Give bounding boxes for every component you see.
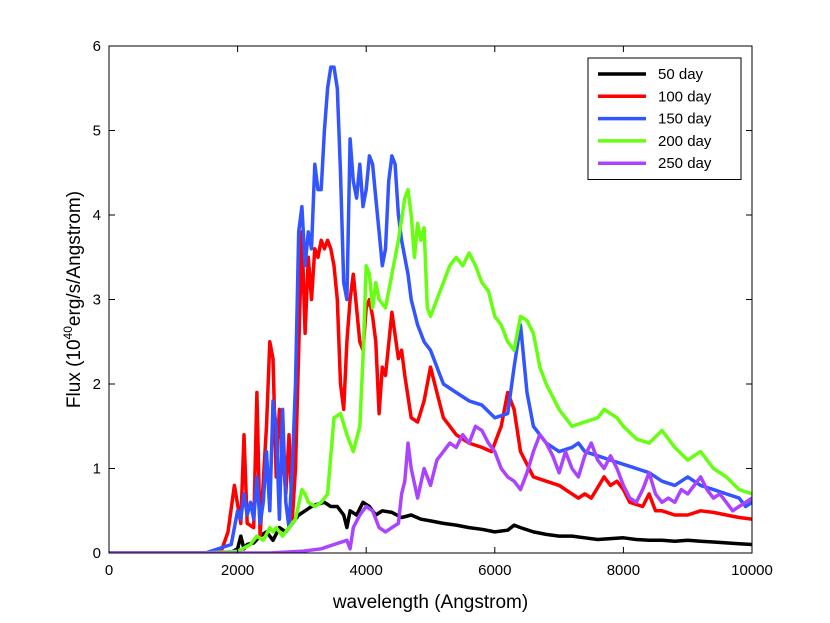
legend-label: 150 day — [658, 111, 712, 128]
legend: 50 day 100 day 150 day 200 day 250 day — [587, 57, 742, 180]
y-tick-label: 2 — [93, 376, 101, 393]
series-line-250-day — [109, 424, 752, 553]
y-tick-label: 5 — [93, 123, 101, 140]
x-tick-label: 0 — [105, 562, 113, 579]
y-axis-label-suffix: erg/s/Angstrom) — [64, 191, 85, 326]
x-axis-label: wavelength (Angstrom) — [332, 592, 528, 613]
y-tick-label: 0 — [93, 545, 101, 562]
y-axis-label-prefix: Flux (10 — [64, 339, 85, 408]
x-tick-label: 10000 — [731, 562, 773, 579]
x-tick-label: 8000 — [607, 562, 640, 579]
legend-label: 200 day — [658, 133, 712, 150]
legend-label: 100 day — [658, 88, 712, 105]
x-tick-label: 4000 — [350, 562, 383, 579]
x-tick-label: 2000 — [221, 562, 254, 579]
plot-layer — [109, 65, 752, 553]
x-tick-label: 6000 — [478, 562, 511, 579]
series-line-200-day — [109, 187, 752, 553]
y-tick-label: 3 — [93, 292, 101, 309]
axis-ticks: 0 2000 4000 6000 8000 10000 0 1 2 3 4 5 6 — [93, 38, 773, 579]
legend-label: 250 day — [658, 155, 712, 172]
y-axis-label-superscript: 40 — [61, 326, 75, 340]
y-tick-label: 6 — [93, 38, 101, 55]
y-tick-label: 4 — [93, 207, 101, 224]
legend-label: 50 day — [658, 66, 704, 83]
series-line-100-day — [109, 230, 752, 553]
y-tick-label: 1 — [93, 461, 101, 478]
series-line-50-day — [109, 500, 752, 553]
series-line-150-day — [109, 65, 752, 553]
y-axis-label: Flux (1040erg/s/Angstrom) — [61, 191, 85, 408]
